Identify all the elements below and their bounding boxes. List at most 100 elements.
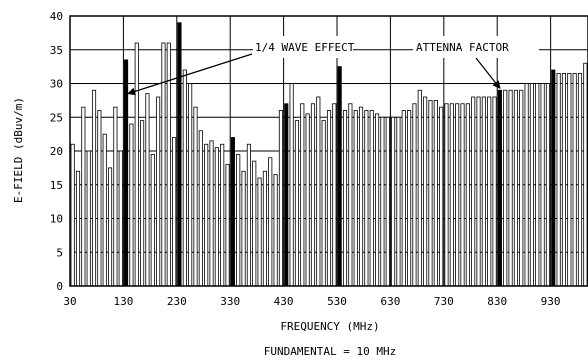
bar [561,72,567,287]
x-tick-label: 630 [380,295,400,308]
bar [134,42,139,287]
bar [396,116,401,287]
bar [316,96,321,287]
bar [535,83,540,287]
bar [268,157,273,287]
bar [113,106,118,287]
bar [449,103,454,287]
bar [107,167,113,287]
y-tick-label: 35 [50,44,63,57]
bar [310,103,316,287]
bar [556,72,561,287]
bar [428,99,433,287]
bar-highlighted [230,137,235,287]
subtitle-fundamental: FUNDAMENTAL = 10 MHz [264,345,396,358]
bar [519,89,524,287]
bar [220,143,225,287]
bar [540,83,545,287]
bar [236,153,241,287]
x-tick-label: 30 [63,295,76,308]
arrow-antenna-factor [475,57,501,90]
bar [257,177,262,287]
x-tick-label: 330 [220,295,240,308]
bar [300,103,305,287]
bars [70,22,588,287]
y-tick-label: 40 [50,10,63,23]
bar [412,103,417,287]
bar [252,160,257,287]
bar [75,170,81,287]
bar [182,69,187,287]
bar [166,42,171,287]
bar-highlighted [177,22,182,287]
bar [145,93,150,287]
bar [476,96,481,287]
bar-highlighted [497,89,502,287]
x-tick-label: 430 [274,295,294,308]
x-tick-label: 730 [434,295,454,308]
bar [81,106,86,287]
y-tick-label: 20 [50,145,63,158]
bar [241,170,246,287]
bar [572,72,577,287]
bar [444,103,449,287]
bar [214,147,219,287]
bar [209,140,214,287]
annotation-bg-quarter-wave [253,36,353,58]
bar [385,116,390,287]
y-tick-label: 10 [50,213,63,226]
bar [513,89,518,287]
bar [545,83,551,287]
tick-labels: 0 5 10 15 20 25 30 35 40 30 130 230 330 430 530 630 730 8… [50,10,561,308]
bar [433,99,438,287]
bar [172,137,177,287]
bar [529,83,534,287]
bar [364,110,369,287]
bar [289,83,294,287]
bar [150,153,155,287]
x-tick-label: 230 [167,295,187,308]
bar [102,133,107,287]
bar [391,116,396,287]
bar [273,174,278,287]
x-tick-label: 130 [113,295,133,308]
annotation-antenna-factor: ATTENNA FACTOR [416,41,509,54]
bar [326,110,332,287]
bar [471,96,476,287]
y-tick-label: 30 [50,78,63,91]
x-tick-label: 930 [541,295,561,308]
bar [140,120,145,287]
bar [342,110,348,287]
bar [508,89,513,287]
plot-frame [69,15,588,287]
bar [487,96,492,287]
bar [353,110,358,287]
bar [524,83,529,287]
y-tick-label: 0 [56,280,63,293]
bar [129,123,134,287]
bar [262,170,267,287]
bar [225,164,230,287]
bar [439,106,444,287]
bar [86,150,91,287]
bar-highlighted [284,103,289,287]
bar [91,89,97,287]
bar [332,103,337,287]
bar [369,110,374,287]
bar [294,120,300,287]
y-tick-label: 15 [50,179,63,192]
bar [407,110,412,287]
bar [481,96,486,287]
bar [375,113,380,287]
bar-highlighted [124,59,129,287]
bar [503,89,508,287]
bar [401,110,406,287]
bar [198,130,203,287]
bar [161,42,166,287]
bar [70,143,75,287]
bar [348,103,353,287]
bar [188,83,193,287]
bar [583,62,588,287]
